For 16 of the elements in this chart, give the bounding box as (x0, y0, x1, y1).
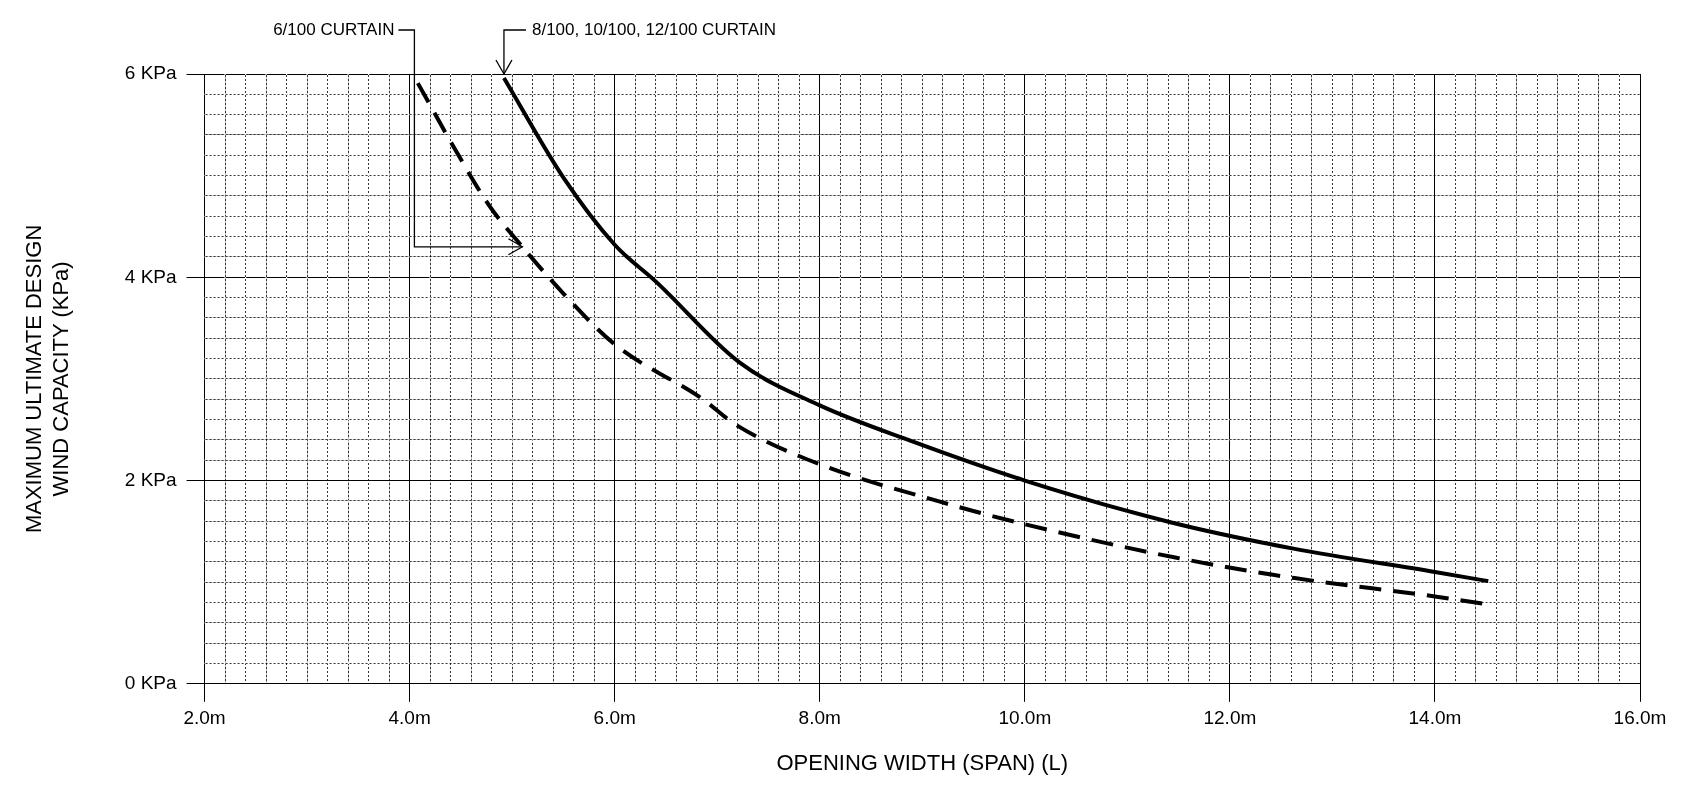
x-tick-label: 12.0m (1203, 707, 1257, 729)
y-tick-label: 2 KPa (124, 468, 177, 490)
x-tick-label: 10.0m (998, 707, 1052, 729)
y-tick-label: 4 KPa (124, 265, 177, 287)
x-tick-label: 4.0m (388, 707, 431, 729)
x-tick-label: 6.0m (593, 707, 636, 729)
x-tick-label: 2.0m (183, 707, 226, 729)
x-tick-label: 16.0m (1613, 707, 1667, 729)
annotation: 8/100, 10/100, 12/100 CURTAIN (531, 19, 777, 39)
x-tick-label: 8.0m (798, 707, 841, 729)
annotation: 6/100 CURTAIN (273, 19, 395, 39)
x-tick-label: 14.0m (1408, 707, 1462, 729)
x-axis-title: OPENING WIDTH (SPAN) (L) (776, 749, 1069, 775)
y-tick-label: 6 KPa (124, 62, 177, 84)
y-axis-title: MAXIMUM ULTIMATE DESIGN WIND CAPACITY (KPa) (21, 224, 73, 534)
y-tick-label: 0 KPa (124, 672, 177, 694)
